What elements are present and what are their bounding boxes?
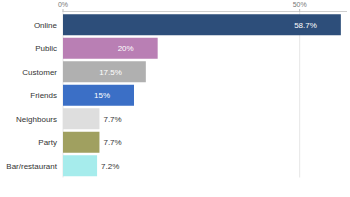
tick-label: 50% (293, 1, 307, 8)
bar (63, 108, 99, 129)
chart: 0% 50% Online 58.7% Public 20% Customer 17.5% Fr… (0, 0, 350, 197)
bar (63, 61, 146, 82)
bar (63, 85, 134, 106)
category-label: Friends (30, 91, 57, 100)
data-label: 7.7% (103, 138, 121, 147)
data-label: 15% (94, 91, 110, 100)
category-label: Customer (22, 68, 57, 77)
data-label: 7.2% (101, 162, 119, 171)
x-axis (63, 11, 347, 12)
labels: Online 58.7% Public 20% Customer 17.5% Friends… (6, 21, 317, 171)
category-label: Online (34, 21, 58, 30)
bars (63, 14, 341, 176)
data-label: 7.7% (103, 115, 121, 124)
bar (63, 155, 97, 176)
bar (63, 14, 341, 35)
tick-mark (299, 9, 300, 12)
category-label: Bar/restaurant (6, 162, 57, 171)
category-label: Public (35, 44, 57, 53)
tick-mark (63, 9, 64, 12)
category-label: Party (38, 138, 57, 147)
data-label: 17.5% (99, 68, 122, 77)
tick-label: 0% (58, 1, 68, 8)
category-label: Neighbours (16, 115, 57, 124)
grid-line (299, 11, 300, 178)
data-label: 20% (118, 44, 134, 53)
bar (63, 38, 158, 59)
bar (63, 132, 99, 153)
data-label: 58.7% (294, 21, 317, 30)
